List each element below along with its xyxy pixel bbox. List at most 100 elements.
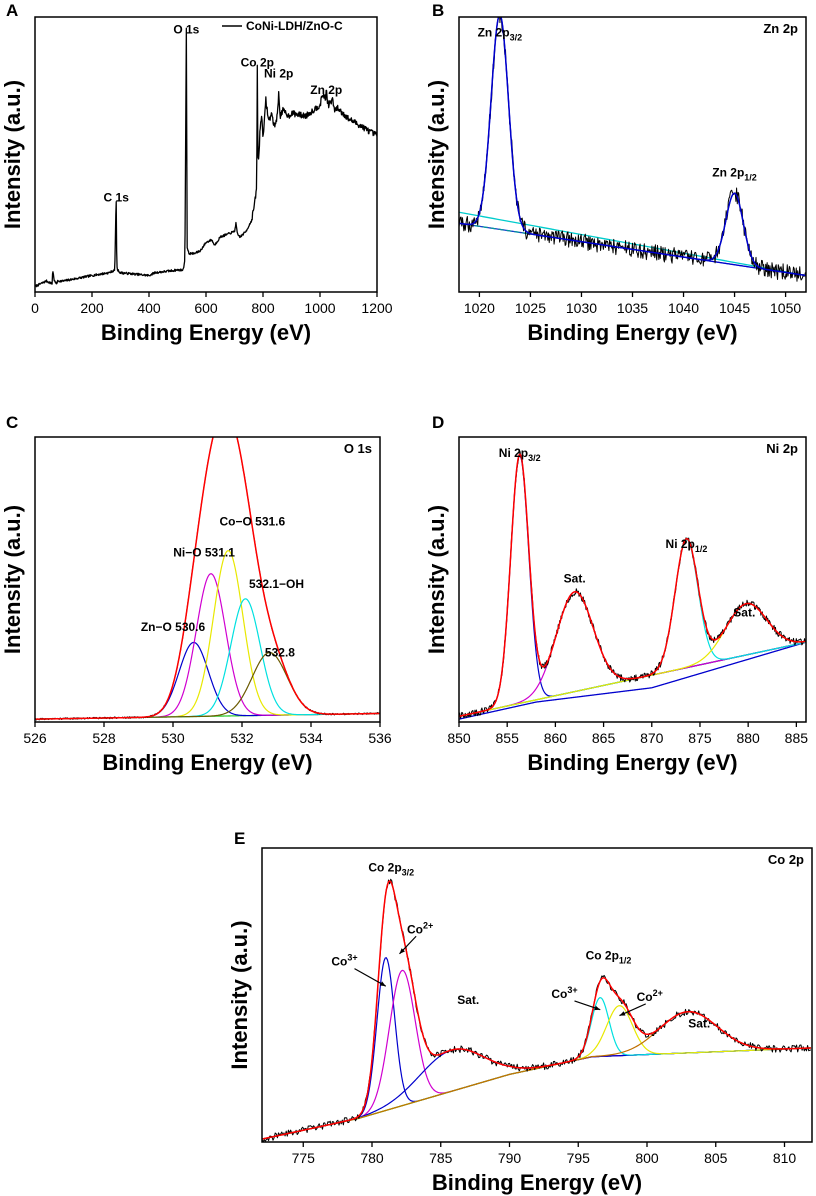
- series-line-survey: [35, 27, 377, 288]
- annotation-3: Ni 2p: [264, 67, 293, 81]
- x-tick-label: 865: [592, 730, 616, 746]
- plot-frame-A: [34, 16, 378, 293]
- peak-2: [262, 1047, 811, 1140]
- x-axis-label-E: Binding Energy (eV): [432, 1170, 642, 1195]
- x-tick-label: 805: [704, 1150, 728, 1166]
- panel-label-A: A: [6, 1, 18, 20]
- x-tick-label: 780: [360, 1150, 384, 1166]
- annotation-5: Co3+: [551, 985, 577, 1001]
- x-tick-label: 536: [368, 730, 392, 746]
- x-tick-label: 1040: [668, 300, 699, 316]
- annotation-arrowhead: [399, 948, 405, 954]
- x-tick-label: 1050: [770, 300, 801, 316]
- panel-A: A 0 200 400 600 800 1000 1200 Binding Energy (eV…: [0, 1, 393, 345]
- annotation-6: Co2+: [637, 988, 663, 1004]
- panel-C: C 526 528 530 532 534 536 Binding Energy (eV) In…: [0, 413, 392, 775]
- peak-2: [35, 550, 380, 720]
- annotation-1: Co3+: [331, 953, 357, 969]
- x-axis-label-D: Binding Energy (eV): [527, 750, 737, 775]
- panel-D: D 850 855 860 865 870 875 880 885 Binding Energy …: [424, 413, 808, 775]
- x-tick-label: 526: [23, 730, 47, 746]
- background-line: [459, 641, 806, 720]
- raw-data-line: [35, 437, 380, 721]
- fit-envelope-line: [459, 17, 806, 277]
- plot-area-E: [262, 878, 812, 1142]
- annotation-2: 532.1−OH: [249, 577, 304, 591]
- x-tick-label: 800: [251, 300, 275, 316]
- x-tick-label: 860: [544, 730, 568, 746]
- y-axis-label-B: Intensity (a.u.): [424, 80, 449, 229]
- annotation-2: Co 2p: [241, 56, 274, 70]
- plot-frame-D: [458, 436, 807, 723]
- annotation-2: Co2+: [407, 920, 433, 936]
- x-tick-label: 532: [230, 730, 254, 746]
- annotation-1: C 1s: [104, 190, 130, 204]
- x-tick-label: 1035: [617, 300, 648, 316]
- panel-title-E: Co 2p: [768, 852, 804, 867]
- peak-3: [35, 598, 380, 720]
- annotation-arrowhead: [594, 1005, 601, 1011]
- plot-area-C: [35, 437, 380, 721]
- peak-0: [262, 957, 811, 1140]
- x-tick-label: 0: [31, 300, 39, 316]
- x-tick-label: 600: [194, 300, 218, 316]
- y-axis-label-D: Intensity (a.u.): [424, 505, 449, 654]
- annotation-7: Sat.: [688, 1016, 710, 1030]
- x-tick-label: 885: [785, 730, 809, 746]
- x-tick-label: 1045: [719, 300, 750, 316]
- x-tick-label: 855: [496, 730, 520, 746]
- x-tick-label: 870: [640, 730, 664, 746]
- annotation-1: Ni−O 531.1: [173, 546, 235, 560]
- annotation-0: Co 2p3/2: [368, 861, 414, 878]
- annotation-1: Zn 2p1/2: [712, 166, 757, 183]
- plot-area-B: [459, 17, 806, 282]
- annotation-arrowhead: [379, 981, 386, 987]
- plot-frame-E: [261, 847, 813, 1143]
- annotation-4: Zn 2p: [310, 83, 342, 97]
- annotation-4: Co 2p1/2: [586, 949, 632, 966]
- x-tick-label: 790: [498, 1150, 522, 1166]
- x-tick-label: 1020: [464, 300, 495, 316]
- raw-data-line: [262, 878, 812, 1142]
- annotation-4: 532.8: [265, 645, 295, 659]
- peak-3: [459, 602, 806, 717]
- panel-label-D: D: [432, 413, 444, 432]
- annotation-3: Sat.: [733, 606, 755, 620]
- x-axis-label-A: Binding Energy (eV): [101, 320, 311, 345]
- panel-label-C: C: [6, 413, 18, 432]
- y-axis-label-C: Intensity (a.u.): [0, 505, 25, 654]
- x-tick-label: 534: [299, 730, 323, 746]
- x-tick-label: 880: [736, 730, 760, 746]
- x-tick-label: 810: [773, 1150, 797, 1166]
- x-axis-label-B: Binding Energy (eV): [527, 320, 737, 345]
- plot-frame-C: [34, 436, 381, 723]
- fit-envelope-line: [459, 453, 806, 718]
- x-tick-label: 1200: [361, 300, 392, 316]
- panel-label-B: B: [432, 1, 444, 20]
- x-tick-label: 1000: [304, 300, 335, 316]
- plot-area-A: [35, 27, 377, 288]
- peak-4: [35, 651, 380, 720]
- peak-1: [262, 969, 811, 1140]
- panel-B: B 1020 1025 1030 1035 1040 1045 1050 Binding Ene…: [424, 1, 807, 345]
- plot-area-D: [459, 451, 806, 720]
- annotation-3: Sat.: [457, 993, 479, 1007]
- panel-title-C: O 1s: [344, 441, 372, 456]
- legend-label: CoNi-LDH/ZnO-C: [246, 19, 343, 33]
- baseline-line: [262, 1047, 811, 1140]
- x-axis-label-C: Binding Energy (eV): [102, 750, 312, 775]
- annotation-0: O 1s: [173, 23, 199, 37]
- peak-1: [35, 573, 380, 720]
- panel-title-B: Zn 2p: [763, 21, 798, 36]
- fit-envelope-line: [262, 880, 811, 1140]
- x-tick-label: 200: [80, 300, 104, 316]
- y-axis-label-E: Intensity (a.u.): [227, 920, 252, 1069]
- annotation-2: Ni 2p1/2: [666, 537, 708, 554]
- x-tick-label: 775: [292, 1150, 316, 1166]
- annotation-0: Zn 2p3/2: [478, 25, 523, 42]
- x-tick-label: 528: [92, 730, 116, 746]
- x-tick-label: 850: [447, 730, 471, 746]
- annotation-0: Ni 2p3/2: [499, 446, 541, 463]
- fit-envelope-line: [35, 437, 380, 720]
